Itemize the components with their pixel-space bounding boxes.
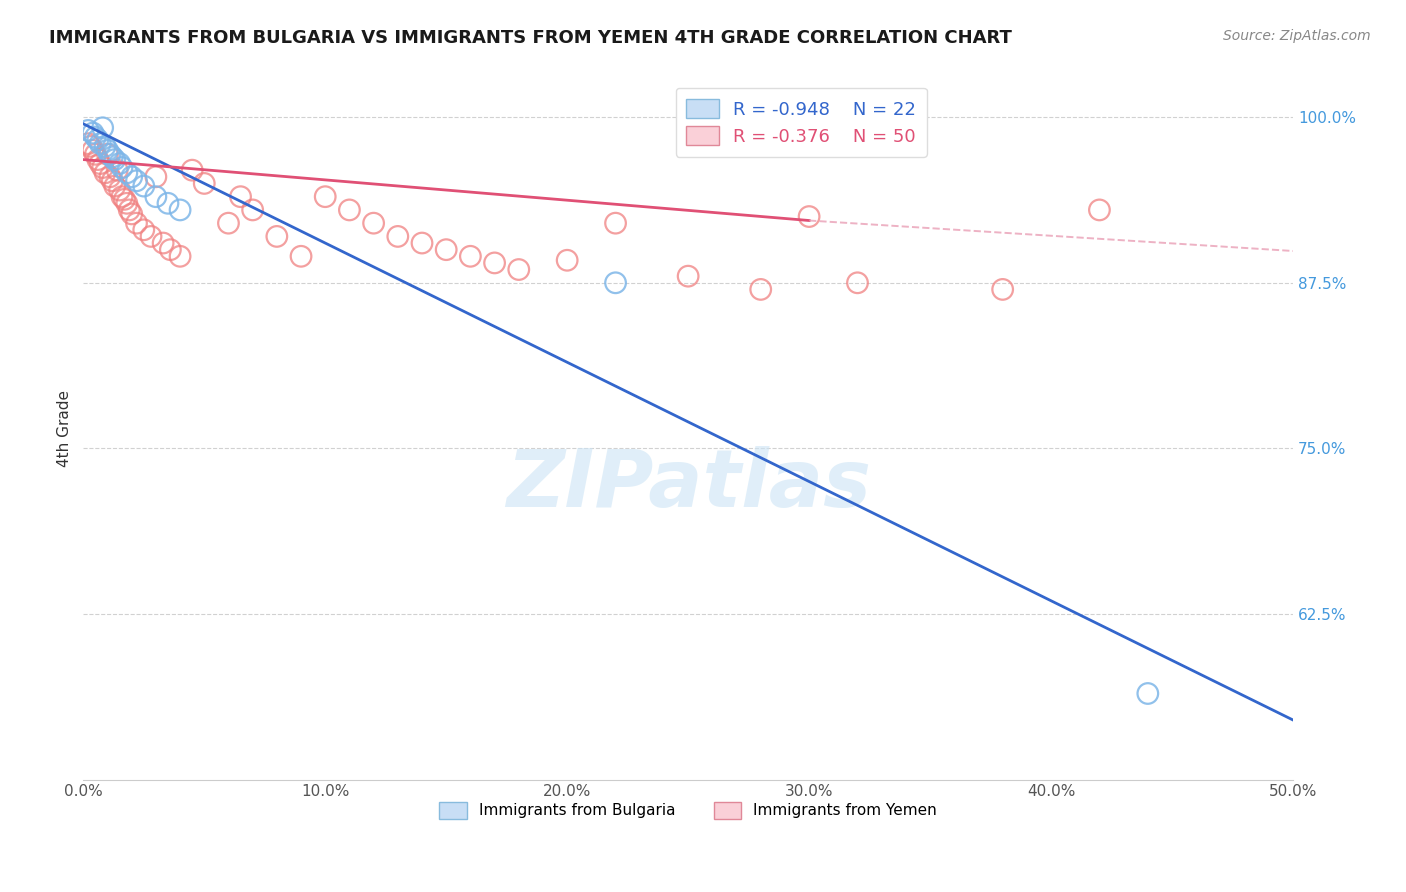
Text: IMMIGRANTS FROM BULGARIA VS IMMIGRANTS FROM YEMEN 4TH GRADE CORRELATION CHART: IMMIGRANTS FROM BULGARIA VS IMMIGRANTS F… [49,29,1012,46]
Point [87,133,110,147]
Text: ZIPatlas: ZIPatlas [506,446,870,524]
Point [115,166,138,180]
Point [749,282,772,296]
Point [169,202,191,217]
Point [91,120,114,135]
Point [159,243,181,257]
Point [797,210,820,224]
Legend: Immigrants from Bulgaria, Immigrants from Yemen: Immigrants from Bulgaria, Immigrants fro… [433,796,943,824]
Point [991,282,1014,296]
Point [1088,202,1111,217]
Point [87,153,110,167]
Y-axis label: 4th Grade: 4th Grade [58,390,72,467]
Point [229,189,252,203]
Point [111,161,134,175]
Point [101,174,124,188]
Point [82,144,104,158]
Point [82,126,104,140]
Point [266,229,288,244]
Point [98,169,121,184]
Point [108,156,131,170]
Point [181,163,204,178]
Point [89,156,111,170]
Point [108,183,131,197]
Point [145,189,167,203]
Point [217,216,239,230]
Point [112,192,135,206]
Point [434,243,457,257]
Point [125,216,148,230]
Point [555,253,578,268]
Point [77,123,100,137]
Point [339,202,361,217]
Point [363,216,385,230]
Point [121,169,143,184]
Point [105,163,128,178]
Text: Source: ZipAtlas.com: Source: ZipAtlas.com [1223,29,1371,43]
Point [169,249,191,263]
Point [104,179,127,194]
Point [156,196,179,211]
Point [1136,686,1159,700]
Point [139,229,162,244]
Point [411,235,433,250]
Point [79,139,101,153]
Point [132,223,155,237]
Point [84,147,107,161]
Point [104,153,127,167]
Point [605,276,627,290]
Point [242,202,264,217]
Point [115,196,138,211]
Point [96,147,118,161]
Point [84,130,107,145]
Point [193,177,215,191]
Point [484,256,506,270]
Point [314,189,336,203]
Point [508,262,530,277]
Point [101,150,124,164]
Point [125,174,148,188]
Point [77,136,100,151]
Point [96,144,118,158]
Point [91,161,114,175]
Point [676,269,699,284]
Point [94,139,117,153]
Point [89,136,111,151]
Point [111,189,134,203]
Point [145,169,167,184]
Point [460,249,482,263]
Point [290,249,312,263]
Point [132,179,155,194]
Point [94,166,117,180]
Point [605,216,627,230]
Point [121,207,143,221]
Point [98,147,121,161]
Point [118,202,141,217]
Point [846,276,869,290]
Point [387,229,409,244]
Point [152,235,174,250]
